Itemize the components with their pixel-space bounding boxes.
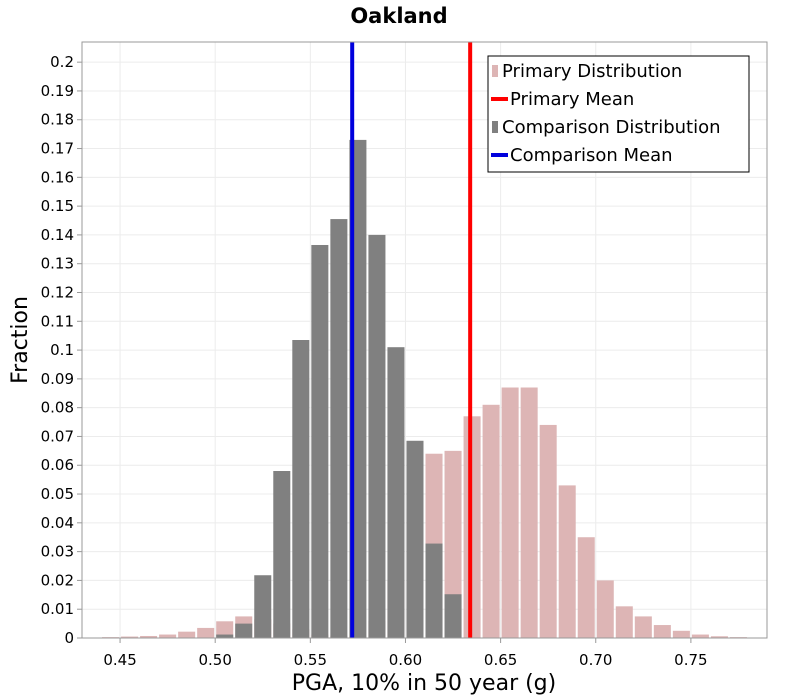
histogram-bar [216, 634, 234, 638]
histogram-bar [330, 219, 348, 639]
y-tick-label: 0.15 [41, 197, 74, 215]
y-tick-label: 0.08 [41, 399, 74, 417]
histogram-bar [425, 543, 443, 638]
histogram-bar [387, 347, 405, 638]
histogram-bar [368, 234, 386, 639]
x-tick-label: 0.65 [484, 651, 517, 669]
legend-swatch [492, 121, 498, 133]
x-tick-label: 0.45 [103, 651, 136, 669]
y-tick-label: 0.12 [41, 283, 74, 301]
histogram-bar [634, 616, 652, 638]
x-tick-label: 0.75 [674, 651, 707, 669]
comparison-distribution-bars [216, 139, 462, 639]
y-tick-label: 0.2 [50, 53, 74, 71]
plot-frame [81, 41, 768, 639]
histogram-bar [653, 625, 671, 638]
histogram-bar [273, 471, 291, 638]
histogram-bar [197, 627, 215, 638]
histogram-bar [406, 440, 424, 638]
histogram-bar [235, 623, 253, 638]
y-tick-label: 0.03 [41, 543, 74, 561]
x-tick-label: 0.50 [198, 651, 231, 669]
y-tick-label: 0.19 [41, 82, 74, 100]
histogram-bar [121, 636, 139, 638]
y-tick-label: 0.16 [41, 168, 74, 186]
x-axis-label: PGA, 10% in 50 year (g) [292, 671, 556, 696]
mean-lines [350, 42, 473, 638]
y-tick-label: 0.13 [41, 255, 74, 273]
y-tick-label: 0.05 [41, 485, 74, 503]
histogram-bar [615, 606, 633, 638]
legend-swatch [492, 65, 498, 77]
x-tick-label: 0.55 [294, 651, 327, 669]
histogram-bar [558, 485, 576, 638]
histogram-bar [254, 575, 272, 638]
x-tick-label: 0.70 [579, 651, 612, 669]
y-tick-label: 0.09 [41, 370, 74, 388]
y-axis-ticks: 0 0.01 0.02 0.03 0.04 0.05 0.06 0.07 0.08 0.09 0.1… [41, 53, 82, 647]
histogram-bar [292, 340, 310, 638]
y-tick-label: 0.04 [41, 514, 74, 532]
legend-label: Primary Mean [510, 89, 634, 110]
histogram-bar [501, 387, 519, 638]
histogram-bar [311, 244, 329, 638]
histogram-bar [539, 424, 557, 638]
histogram-bar [596, 580, 614, 638]
y-tick-label: 0.18 [41, 111, 74, 129]
y-tick-label: 0.1 [50, 341, 74, 359]
y-tick-label: 0 [64, 629, 74, 647]
histogram-bar [482, 404, 500, 638]
histogram-bar [577, 537, 595, 638]
y-tick-label: 0.11 [41, 312, 74, 330]
y-tick-label: 0.06 [41, 456, 74, 474]
histogram-bar [672, 630, 690, 638]
histogram-bar [178, 631, 196, 638]
legend-box [487, 55, 750, 173]
y-tick-label: 0.01 [41, 600, 74, 618]
histogram-bar [710, 636, 728, 638]
y-tick-label: 0.14 [41, 226, 74, 244]
histogram-bar [140, 635, 158, 638]
y-axis-label: Fraction [8, 296, 33, 384]
y-tick-label: 0.17 [41, 140, 74, 158]
legend-label: Comparison Distribution [502, 117, 721, 138]
legend-label: Primary Distribution [502, 61, 682, 82]
y-tick-label: 0.02 [41, 571, 74, 589]
histogram-bar [444, 594, 462, 638]
x-axis-ticks: 0.45 0.50 0.55 0.60 0.65 0.70 0.75 [103, 638, 708, 669]
histogram-bar [520, 387, 538, 638]
histogram-bar [216, 621, 234, 638]
legend: Primary Distribution Primary Mean Comparis… [487, 55, 750, 173]
histogram-bar [159, 634, 177, 638]
chart-title: Oakland [350, 4, 447, 28]
y-tick-label: 0.07 [41, 427, 74, 445]
x-tick-label: 0.60 [389, 651, 422, 669]
histogram-bar [691, 634, 709, 638]
legend-label: Comparison Mean [510, 145, 673, 166]
histogram-bar [444, 450, 462, 638]
